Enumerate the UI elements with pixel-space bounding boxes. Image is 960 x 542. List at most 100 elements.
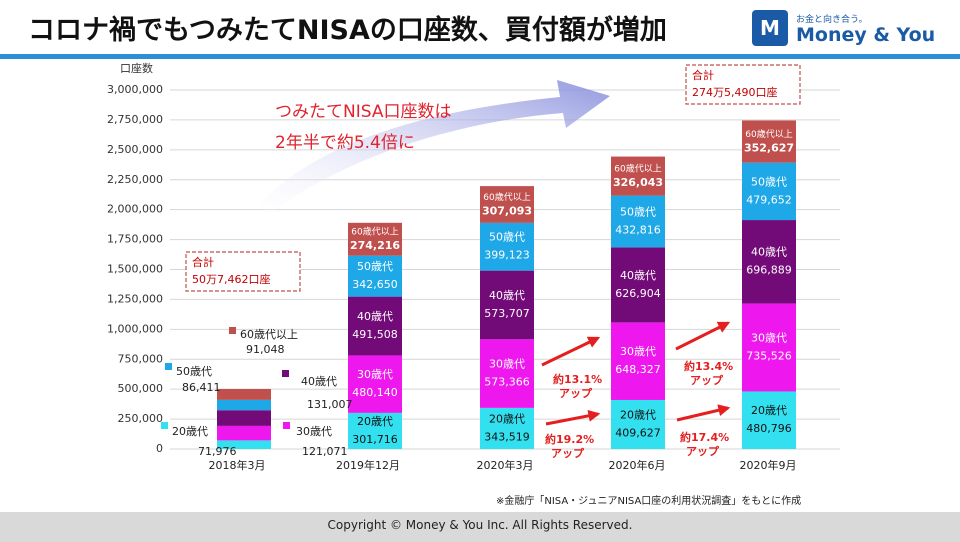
legend-swatch bbox=[282, 370, 289, 377]
external-series-label: 30歳代 bbox=[296, 425, 332, 438]
growth-word: アップ bbox=[690, 373, 724, 387]
legend-swatch bbox=[283, 422, 290, 429]
segment-series-label: 30歳代 bbox=[357, 368, 393, 381]
y-tick-label: 1,750,000 bbox=[107, 233, 163, 246]
external-series-label: 40歳代 bbox=[301, 375, 337, 388]
bar-30歳代 bbox=[480, 339, 534, 408]
segment-value-label: 301,716 bbox=[352, 433, 398, 446]
segment-value-label: 326,043 bbox=[613, 176, 663, 189]
callout-line-2: 2年半で約5.4倍に bbox=[275, 133, 415, 153]
bar-50歳代 bbox=[611, 195, 665, 248]
segment-value-label: 352,627 bbox=[744, 142, 794, 155]
segment-series-label: 50歳代 bbox=[620, 205, 656, 218]
external-value-label: 121,071 bbox=[302, 445, 348, 458]
segment-value-label: 342,650 bbox=[352, 278, 398, 291]
segment-value-label: 274,216 bbox=[350, 239, 400, 252]
x-category-label: 2020年6月 bbox=[609, 458, 666, 472]
segment-series-label: 20歳代 bbox=[620, 408, 656, 421]
bar-60歳代以上 bbox=[611, 156, 665, 196]
growth-word: アップ bbox=[551, 446, 585, 460]
x-category-label: 2020年3月 bbox=[477, 458, 534, 472]
callout-line-1: つみたてNISA口座数は bbox=[275, 102, 451, 122]
bar-50歳代 bbox=[348, 255, 402, 297]
bar-30歳代 bbox=[742, 303, 796, 392]
growth-arrow-small bbox=[545, 409, 601, 426]
growth-percent: 約19.2% bbox=[545, 432, 594, 446]
growth-word: アップ bbox=[686, 444, 720, 458]
y-tick-label: 2,500,000 bbox=[107, 143, 163, 156]
segment-series-label: 20歳代 bbox=[489, 412, 525, 425]
segment-series-label: 30歳代 bbox=[620, 345, 656, 358]
external-series-label: 60歳代以上 bbox=[240, 328, 298, 341]
source-note: ※金融庁「NISA・ジュニアNISA口座の利用状況調査」をもとに作成 bbox=[496, 496, 802, 507]
segment-value-label: 480,796 bbox=[746, 422, 792, 435]
segment-value-label: 343,519 bbox=[484, 430, 530, 443]
segment-value-label: 626,904 bbox=[615, 287, 661, 300]
segment-series-label: 30歳代 bbox=[489, 358, 525, 371]
segment-series-label: 20歳代 bbox=[751, 404, 787, 417]
external-series-label: 50歳代 bbox=[176, 365, 212, 378]
y-tick-label: 2,750,000 bbox=[107, 113, 163, 126]
external-value-label: 131,007 bbox=[307, 398, 353, 411]
y-tick-label: 1,500,000 bbox=[107, 263, 163, 276]
external-value-label: 71,976 bbox=[198, 445, 237, 458]
growth-word: アップ bbox=[559, 386, 593, 400]
bar-40歳代 bbox=[611, 247, 665, 323]
logo-tagline: お金と向き合う。 bbox=[796, 15, 868, 25]
bar-60歳代以上 bbox=[480, 186, 534, 223]
bar-30歳代 bbox=[348, 355, 402, 413]
segment-series-label: 40歳代 bbox=[489, 289, 525, 302]
segment-series-label: 60歳代以上 bbox=[351, 226, 398, 238]
logo-name: Money & You bbox=[796, 24, 936, 46]
segment-value-label: 399,123 bbox=[484, 249, 530, 262]
x-category-label: 2018年3月 bbox=[209, 458, 266, 472]
growth-arrow-small bbox=[676, 404, 731, 422]
external-series-label: 20歳代 bbox=[172, 425, 208, 438]
y-tick-label: 3,000,000 bbox=[107, 83, 163, 96]
y-axis-title: 口座数 bbox=[120, 61, 153, 75]
bar-60歳代以上 bbox=[742, 120, 796, 163]
growth-arrow-small bbox=[541, 336, 601, 367]
segment-series-label: 50歳代 bbox=[751, 175, 787, 188]
total-value: 274万5,490口座 bbox=[692, 85, 778, 99]
bar-40歳代 bbox=[348, 296, 402, 356]
segment-series-label: 60歳代以上 bbox=[745, 128, 792, 140]
segment-value-label: 491,508 bbox=[352, 328, 398, 341]
external-value-label: 91,048 bbox=[246, 343, 285, 356]
segment-value-label: 696,889 bbox=[746, 264, 792, 277]
segment-value-label: 648,327 bbox=[615, 363, 661, 376]
growth-percent: 約13.1% bbox=[553, 372, 602, 386]
segment-value-label: 735,526 bbox=[746, 349, 792, 362]
segment-value-label: 432,816 bbox=[615, 223, 661, 236]
page-title: コロナ禍でもつみたてNISAの口座数、買付額が増加 bbox=[28, 15, 667, 46]
y-tick-label: 2,250,000 bbox=[107, 173, 163, 186]
segment-series-label: 60歳代以上 bbox=[614, 163, 661, 175]
segment-series-label: 50歳代 bbox=[489, 231, 525, 244]
segment-value-label: 479,652 bbox=[746, 193, 792, 206]
bar-20歳代 bbox=[742, 391, 796, 449]
bar-30歳代 bbox=[217, 425, 271, 441]
y-tick-label: 2,000,000 bbox=[107, 203, 163, 216]
bar-40歳代 bbox=[480, 270, 534, 340]
growth-arrow bbox=[258, 80, 610, 215]
stacked-bar-chart: 0 250,000 500,000 750,000 1,000,000 1,250,000… bbox=[107, 61, 840, 472]
y-tick-label: 750,000 bbox=[118, 352, 164, 365]
brand-logo[interactable]: M お金と向き合う。 Money & You bbox=[752, 10, 952, 50]
bar-20歳代 bbox=[611, 399, 665, 449]
footer-copyright: Copyright © Money & You Inc. All Rights … bbox=[0, 512, 960, 542]
x-category-label: 2020年9月 bbox=[740, 458, 797, 472]
total-label: 合計 bbox=[192, 255, 214, 269]
total-box bbox=[185, 251, 301, 292]
segment-series-label: 50歳代 bbox=[357, 260, 393, 273]
segment-series-label: 30歳代 bbox=[751, 331, 787, 344]
y-tick-label: 1,000,000 bbox=[107, 322, 163, 335]
total-value: 50万7,462口座 bbox=[192, 272, 271, 286]
x-category-label: 2019年12月 bbox=[336, 458, 400, 472]
bar-60歳代以上 bbox=[348, 222, 402, 256]
bar-20歳代 bbox=[348, 412, 402, 449]
segment-value-label: 573,366 bbox=[484, 376, 530, 389]
title-underline bbox=[0, 54, 960, 59]
segment-value-label: 480,140 bbox=[352, 386, 398, 399]
bar-50歳代 bbox=[480, 222, 534, 271]
segment-series-label: 40歳代 bbox=[620, 269, 656, 282]
